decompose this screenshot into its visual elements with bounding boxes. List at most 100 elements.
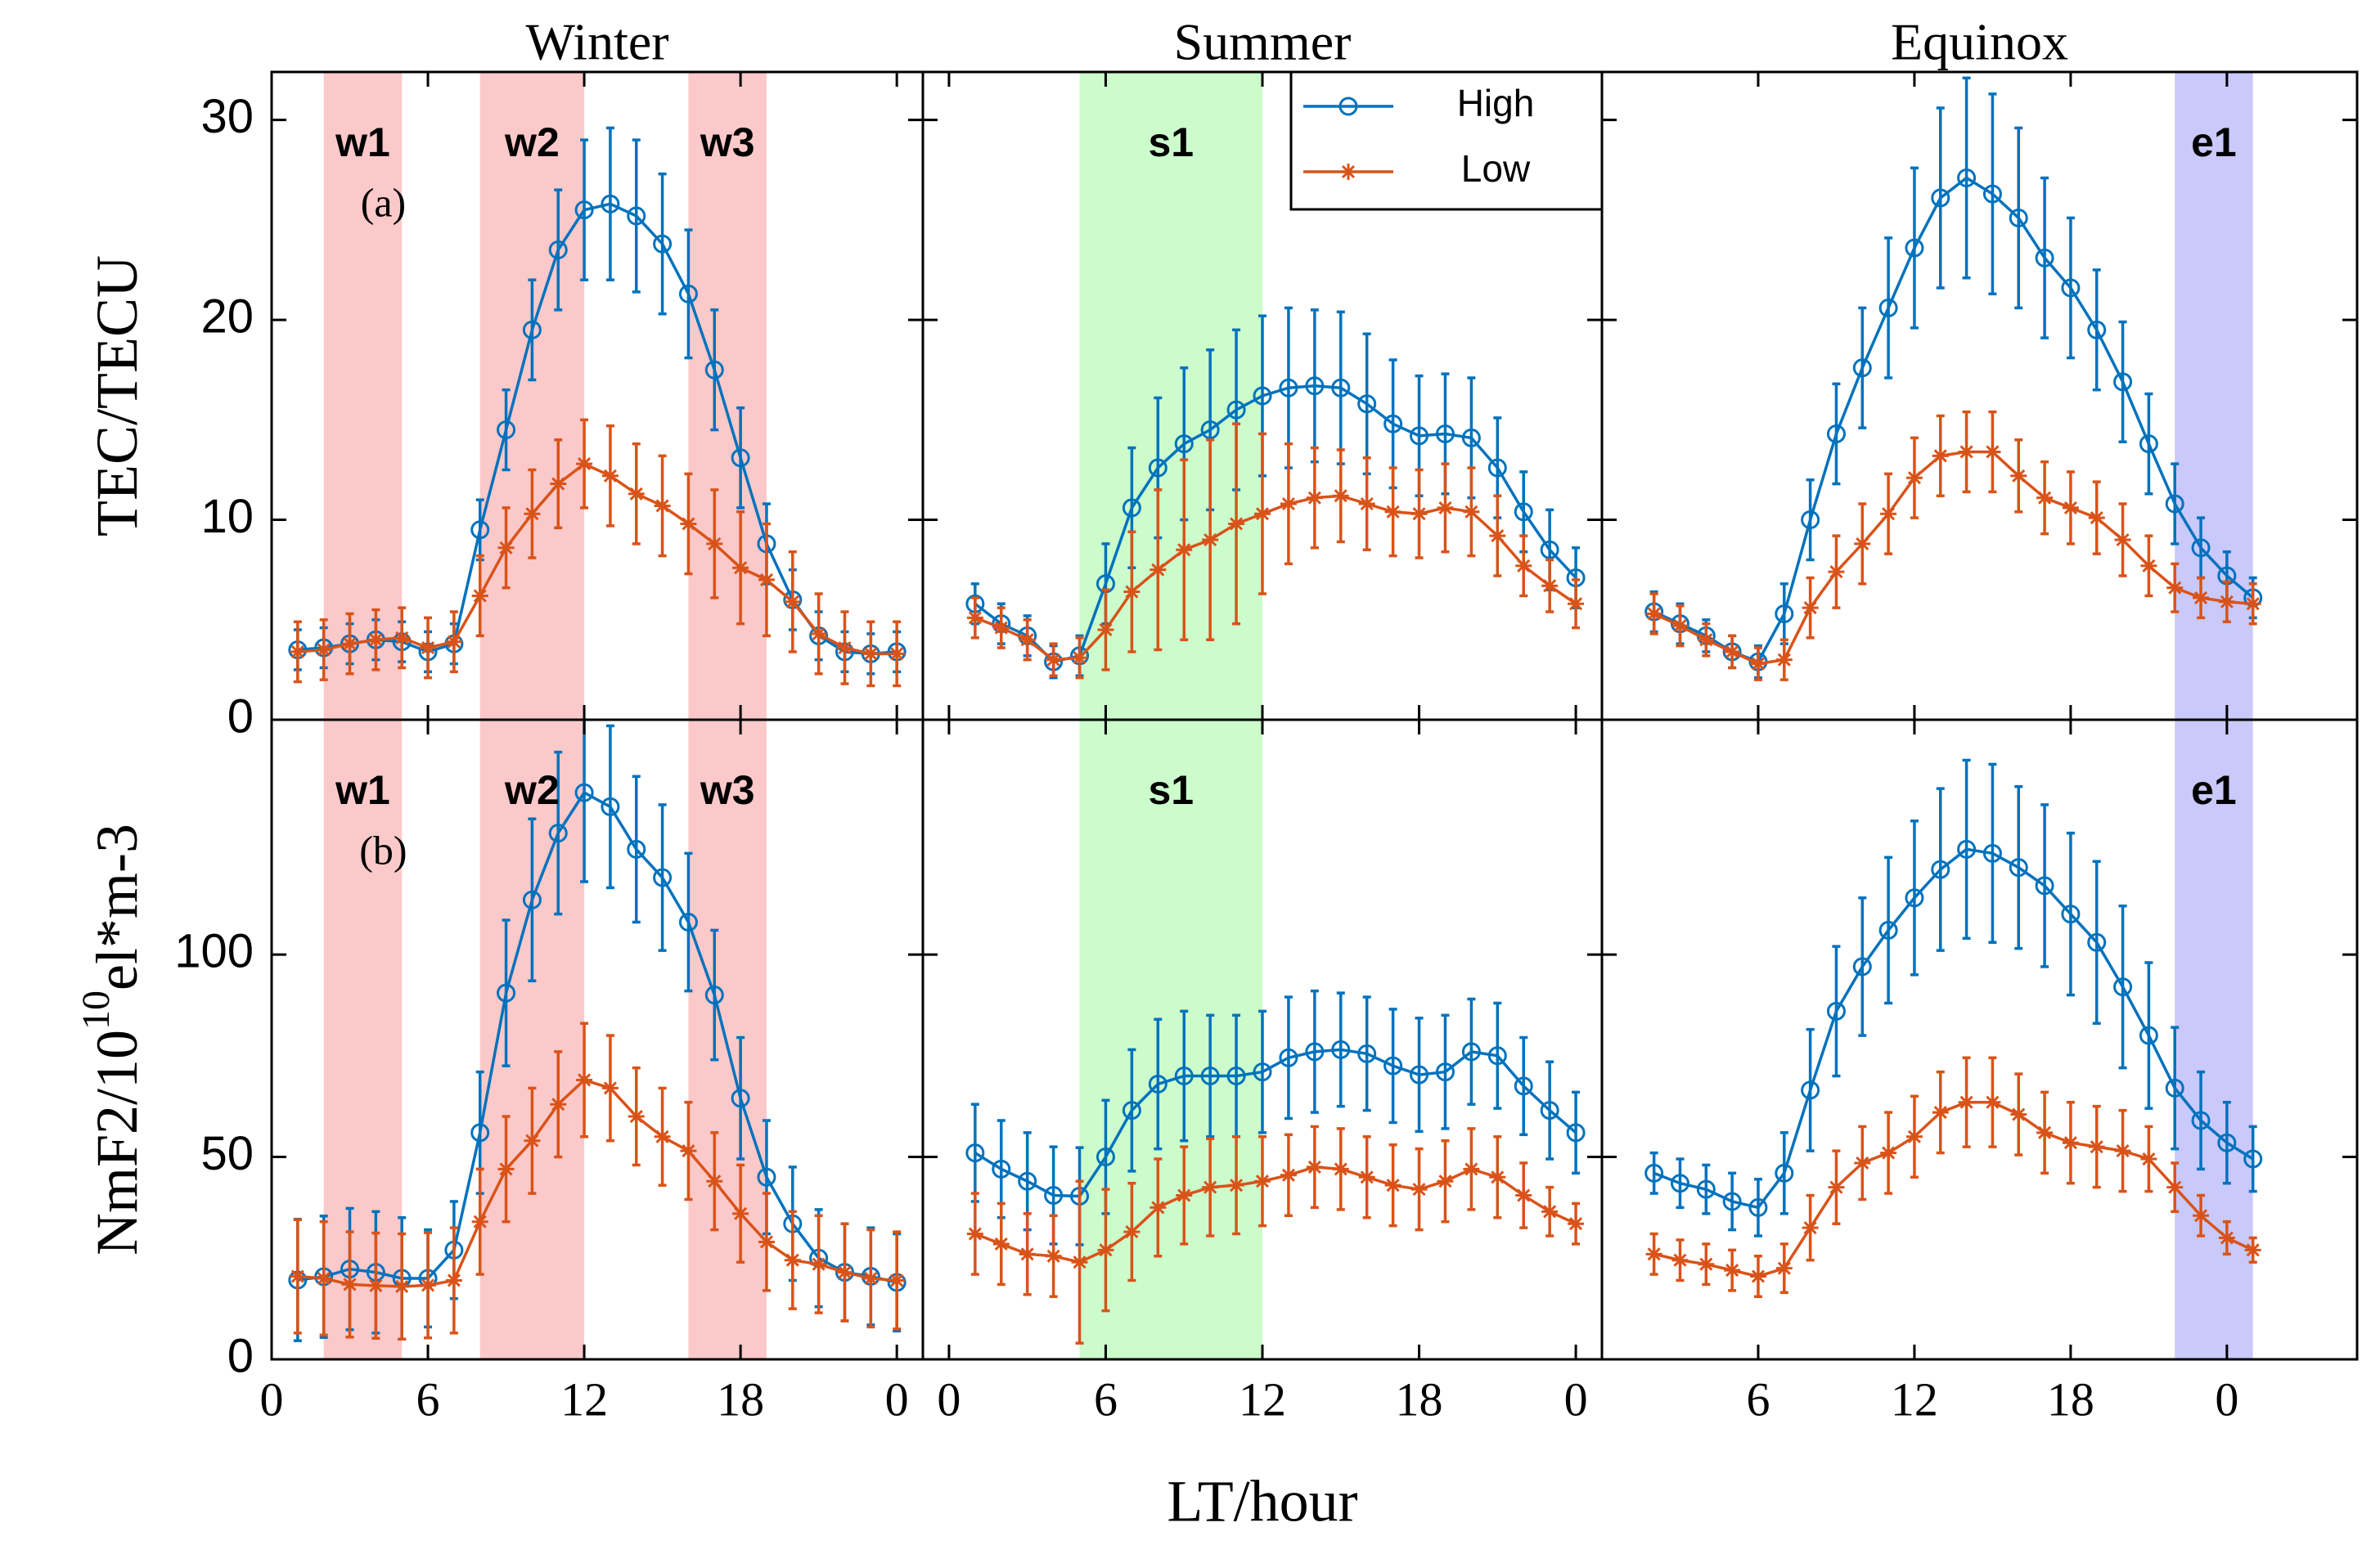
marker — [706, 535, 723, 552]
marker — [1176, 541, 1193, 559]
series-line — [1653, 847, 2254, 1210]
marker — [1437, 499, 1454, 516]
marker — [1019, 1246, 1036, 1263]
band-label: s1 — [1148, 119, 1194, 165]
marker — [315, 641, 332, 658]
marker — [1671, 1251, 1689, 1269]
marker — [550, 1096, 567, 1113]
marker — [576, 1071, 593, 1089]
marker — [1828, 1179, 1845, 1196]
marker — [2114, 532, 2131, 548]
shaded-band — [688, 720, 767, 1359]
marker — [731, 1089, 750, 1108]
marker — [2114, 1143, 2131, 1160]
band-label: w2 — [504, 767, 560, 813]
shaded-band — [2175, 720, 2253, 1359]
marker — [524, 1132, 541, 1149]
marker — [1852, 358, 1872, 378]
marker — [2062, 499, 2079, 516]
marker — [1228, 1177, 1245, 1194]
marker — [470, 520, 490, 540]
marker — [394, 1278, 411, 1295]
marker — [601, 1080, 619, 1097]
marker — [1122, 1101, 1141, 1121]
marker — [1878, 920, 1898, 940]
marker — [1905, 1128, 1923, 1145]
marker — [628, 1108, 645, 1125]
y-axis-label: TEC/TECU — [84, 255, 150, 537]
marker — [2140, 557, 2157, 574]
x-tick-label: 6 — [1094, 1372, 1118, 1426]
y-tick-label: 50 — [200, 1127, 254, 1180]
marker — [1150, 1199, 1167, 1216]
y-axis-label-part: el*m-3 — [84, 824, 150, 990]
marker — [992, 1159, 1011, 1179]
marker — [2087, 320, 2107, 339]
panel-title: Equinox — [1891, 13, 2068, 71]
marker — [1280, 496, 1297, 512]
marker — [1932, 1104, 1949, 1121]
marker — [1331, 378, 1351, 397]
band-label: w3 — [700, 767, 755, 813]
marker — [1410, 426, 1429, 446]
marker — [2193, 1207, 2210, 1224]
x-tick-label: 0 — [885, 1372, 909, 1426]
marker — [1148, 1074, 1168, 1094]
shaded-band — [479, 72, 585, 720]
marker — [445, 633, 462, 650]
marker — [757, 1167, 776, 1187]
panel — [288, 72, 907, 720]
marker — [1357, 1044, 1377, 1063]
marker — [1698, 631, 1715, 649]
marker — [1826, 424, 1846, 443]
marker — [2193, 589, 2210, 606]
marker — [2139, 1026, 2158, 1045]
marker — [471, 1213, 488, 1230]
marker — [2088, 510, 2105, 527]
series-line — [974, 494, 1577, 662]
marker — [1176, 1187, 1193, 1204]
marker — [1071, 649, 1088, 667]
marker — [1775, 604, 1794, 623]
marker — [1410, 1181, 1428, 1198]
marker — [653, 868, 673, 887]
marker — [1671, 618, 1689, 635]
marker — [1226, 400, 1246, 420]
band-label: w1 — [335, 119, 390, 165]
marker — [1957, 839, 1977, 859]
marker — [1749, 655, 1766, 672]
marker — [1202, 532, 1219, 548]
marker — [2035, 248, 2054, 267]
marker — [810, 625, 827, 642]
panel — [1644, 72, 2263, 720]
marker — [1357, 394, 1377, 414]
marker — [678, 284, 698, 303]
x-tick-label: 12 — [1239, 1372, 1286, 1426]
marker — [470, 1123, 490, 1143]
marker — [1722, 1192, 1742, 1211]
marker — [574, 200, 594, 220]
marker — [628, 485, 645, 502]
marker — [1828, 564, 1845, 581]
marker — [2062, 1134, 2079, 1152]
marker — [889, 1272, 906, 1289]
marker — [1305, 1042, 1325, 1062]
legend-marker — [1338, 97, 1358, 116]
marker — [576, 456, 593, 473]
marker — [680, 515, 697, 532]
legend-box — [1289, 70, 1604, 211]
marker — [653, 234, 673, 254]
marker — [758, 1233, 775, 1251]
marker — [784, 593, 801, 610]
marker — [2035, 876, 2054, 896]
marker — [1801, 1080, 1820, 1100]
marker — [2010, 467, 2027, 484]
shaded-band — [2175, 72, 2253, 720]
marker — [601, 194, 620, 213]
marker — [1645, 1246, 1662, 1263]
marker — [1696, 1179, 1716, 1199]
marker — [367, 631, 385, 649]
panel — [1644, 720, 2263, 1359]
marker — [1383, 414, 1403, 433]
